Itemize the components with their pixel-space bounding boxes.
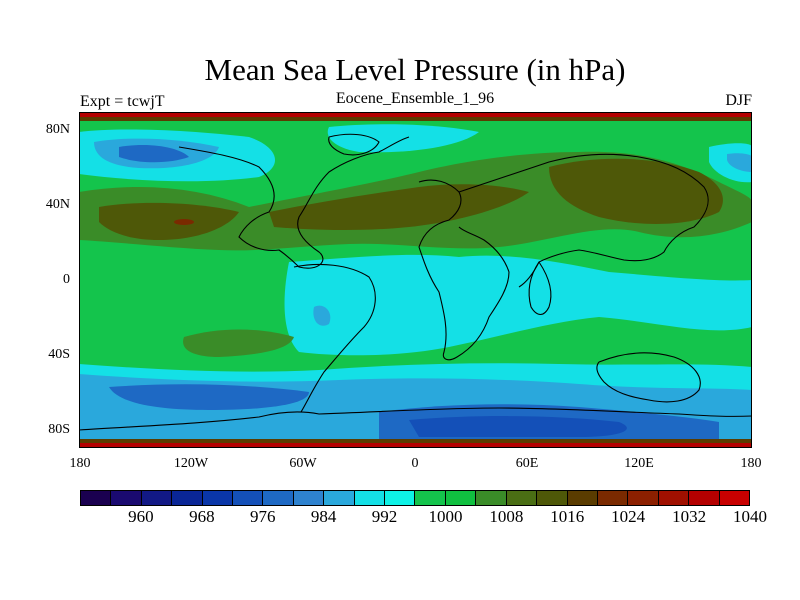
season-label: DJF	[725, 92, 752, 109]
colorbar-label: 976	[249, 507, 276, 526]
aleutian-low-core	[119, 145, 189, 163]
south-pole-band	[79, 443, 752, 448]
high-core	[174, 219, 194, 225]
colorbar-cell	[293, 491, 325, 505]
pressure-map-svg	[79, 112, 752, 448]
ensemble-label: Eocene_Ensemble_1_96	[335, 90, 495, 107]
colorbar-label: 968	[189, 507, 215, 526]
ytick-0: 0	[63, 272, 70, 287]
tropical-low-spot	[313, 305, 331, 326]
xtick-60w: 60W	[289, 456, 317, 471]
east-pacific-low-core	[727, 153, 752, 172]
colorbar-cell	[597, 491, 629, 505]
ytick-80n: 80N	[45, 122, 70, 137]
map-title: Mean Sea Level Pressure (in hPa)	[204, 52, 626, 87]
map-frame	[79, 112, 752, 448]
ytick-40s: 40S	[48, 347, 70, 362]
colorbar-cell	[719, 491, 749, 505]
colorbar-cell	[111, 491, 142, 505]
pacific-high-west	[99, 202, 239, 240]
ytick-80s: 80S	[48, 422, 70, 437]
colorbar-cell	[506, 491, 538, 505]
asian-high	[549, 158, 723, 224]
colorbar-cell	[263, 491, 294, 505]
colorbar-label: 1000	[428, 507, 463, 526]
experiment-label: Expt = tcwjT	[80, 93, 165, 110]
colorbar-cell	[415, 491, 446, 505]
colorbar-label: 992	[371, 507, 398, 526]
xtick-60e: 60E	[515, 456, 539, 471]
xtick-120w: 120W	[173, 456, 209, 471]
colorbar-label: 1024	[611, 507, 646, 526]
colorbar-cell	[658, 491, 690, 505]
coastlines	[79, 133, 752, 431]
colorbar	[80, 490, 750, 506]
colorbar-cell	[354, 491, 386, 505]
eurasian-high	[269, 184, 529, 231]
colorbar-cell	[81, 491, 112, 505]
pressure-map	[79, 112, 752, 448]
icelandic-low	[327, 124, 479, 153]
coast-south-america	[293, 263, 376, 413]
north-pole-band	[79, 112, 752, 117]
colorbar-label: 960	[128, 507, 154, 526]
coast-north-america	[178, 136, 410, 269]
colorbar-cell	[385, 491, 416, 505]
colorbar-label: 1008	[489, 507, 524, 526]
coast-antarctica	[79, 407, 752, 431]
colorbar-cell	[537, 491, 568, 505]
coast-europe-africa	[418, 179, 510, 361]
colorbar-cell	[445, 491, 477, 505]
south-pacific-high	[183, 329, 294, 357]
southern-low-core-west	[109, 384, 309, 410]
coast-greenland	[328, 133, 380, 156]
southern-low-deep	[409, 416, 627, 437]
colorbar-label: 1040	[733, 507, 767, 526]
south-pole-band-2	[79, 439, 752, 443]
colorbar-cell	[172, 491, 203, 505]
tropical-low-band	[284, 254, 752, 356]
coast-australia	[596, 352, 701, 403]
xtick-0: 0	[411, 456, 419, 471]
colorbar-cell	[567, 491, 598, 505]
colorbar-cell	[476, 491, 507, 505]
colorbar-cell	[202, 491, 234, 505]
ytick-40n: 40N	[45, 197, 70, 212]
colorbar-cell	[689, 491, 720, 505]
colorbar-label: 984	[310, 507, 337, 526]
xtick-180w: 180	[69, 456, 91, 471]
colorbar-label: 1032	[672, 507, 707, 526]
colorbar-label: 1016	[550, 507, 585, 526]
colorbar-cell	[628, 491, 659, 505]
xtick-180e: 180	[740, 456, 762, 471]
north-pole-band-2	[79, 117, 752, 121]
colorbar-cell	[233, 491, 264, 505]
coast-india	[528, 261, 552, 316]
colorbar-cell	[141, 491, 173, 505]
colorbar-cell	[324, 491, 355, 505]
coast-asia	[458, 153, 709, 288]
xtick-120e: 120E	[624, 456, 654, 471]
